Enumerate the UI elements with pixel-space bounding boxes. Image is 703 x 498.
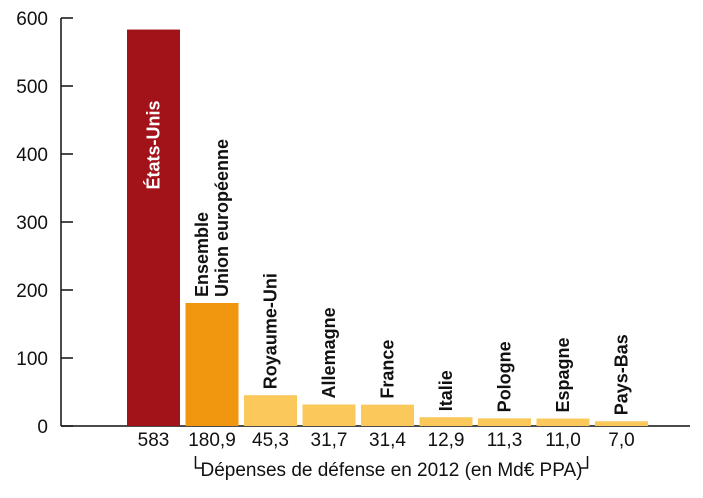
y-tick-label: 600 (16, 9, 48, 30)
bar-value-label: 45,3 (252, 430, 289, 451)
bar-value-label: 11,3 (487, 430, 523, 451)
bar (595, 421, 648, 426)
bar-category-label: Royaume-Uni (261, 273, 281, 389)
y-tick-label: 100 (16, 349, 48, 370)
bar-category-label: Espagne (553, 337, 573, 412)
bar (361, 404, 414, 426)
bar (185, 302, 239, 426)
y-tick-label: 500 (16, 77, 48, 98)
bar-category-label: Pays-Bas (612, 334, 632, 415)
bar-value-label: 31,7 (311, 430, 348, 451)
bar-category-label: France (378, 340, 398, 399)
bar (536, 418, 590, 426)
bar-value-label: 12,9 (428, 430, 465, 451)
bar (302, 404, 356, 426)
bar-category-label: États-Unis (143, 101, 164, 190)
bar-category-label: Union européenne (212, 139, 232, 297)
x-axis-title: Dépenses de défense en 2012 (en Md€ PPA) (200, 460, 582, 481)
x-axis-title-group: Dépenses de défense en 2012 (en Md€ PPA) (194, 456, 589, 481)
y-tick-label: 200 (16, 281, 48, 302)
bar-value-label: 7,0 (608, 430, 634, 451)
bar (127, 29, 180, 427)
bar-value-label: 180,9 (188, 430, 236, 451)
value-labels: 583 180,9 45,3 31,7 31,4 12,9 11,3 11,0 7,0 (138, 430, 635, 451)
bar (478, 418, 531, 426)
bar-category-label: Allemagne (319, 307, 339, 398)
bar (244, 395, 297, 426)
x-title-bracket-right (580, 456, 589, 469)
bar-value-label: 11,0 (545, 430, 581, 451)
bar-category-label: Ensemble (192, 212, 212, 297)
y-tick-label: 0 (37, 417, 48, 438)
bar (419, 417, 473, 426)
y-tick-label: 300 (16, 213, 48, 234)
x-title-bracket-left (194, 456, 203, 469)
bar-value-label: 583 (138, 430, 170, 451)
bar-names: États-Unis Ensemble Union européenne Royaum… (143, 101, 632, 416)
y-tick-label: 400 (16, 145, 48, 166)
bar-value-label: 31,4 (369, 430, 406, 451)
bar-category-label: Pologne (495, 341, 515, 412)
bars (127, 29, 648, 427)
bar-category-label: Italie (436, 370, 456, 411)
y-axis: 0 100 200 300 400 500 600 (16, 9, 690, 438)
